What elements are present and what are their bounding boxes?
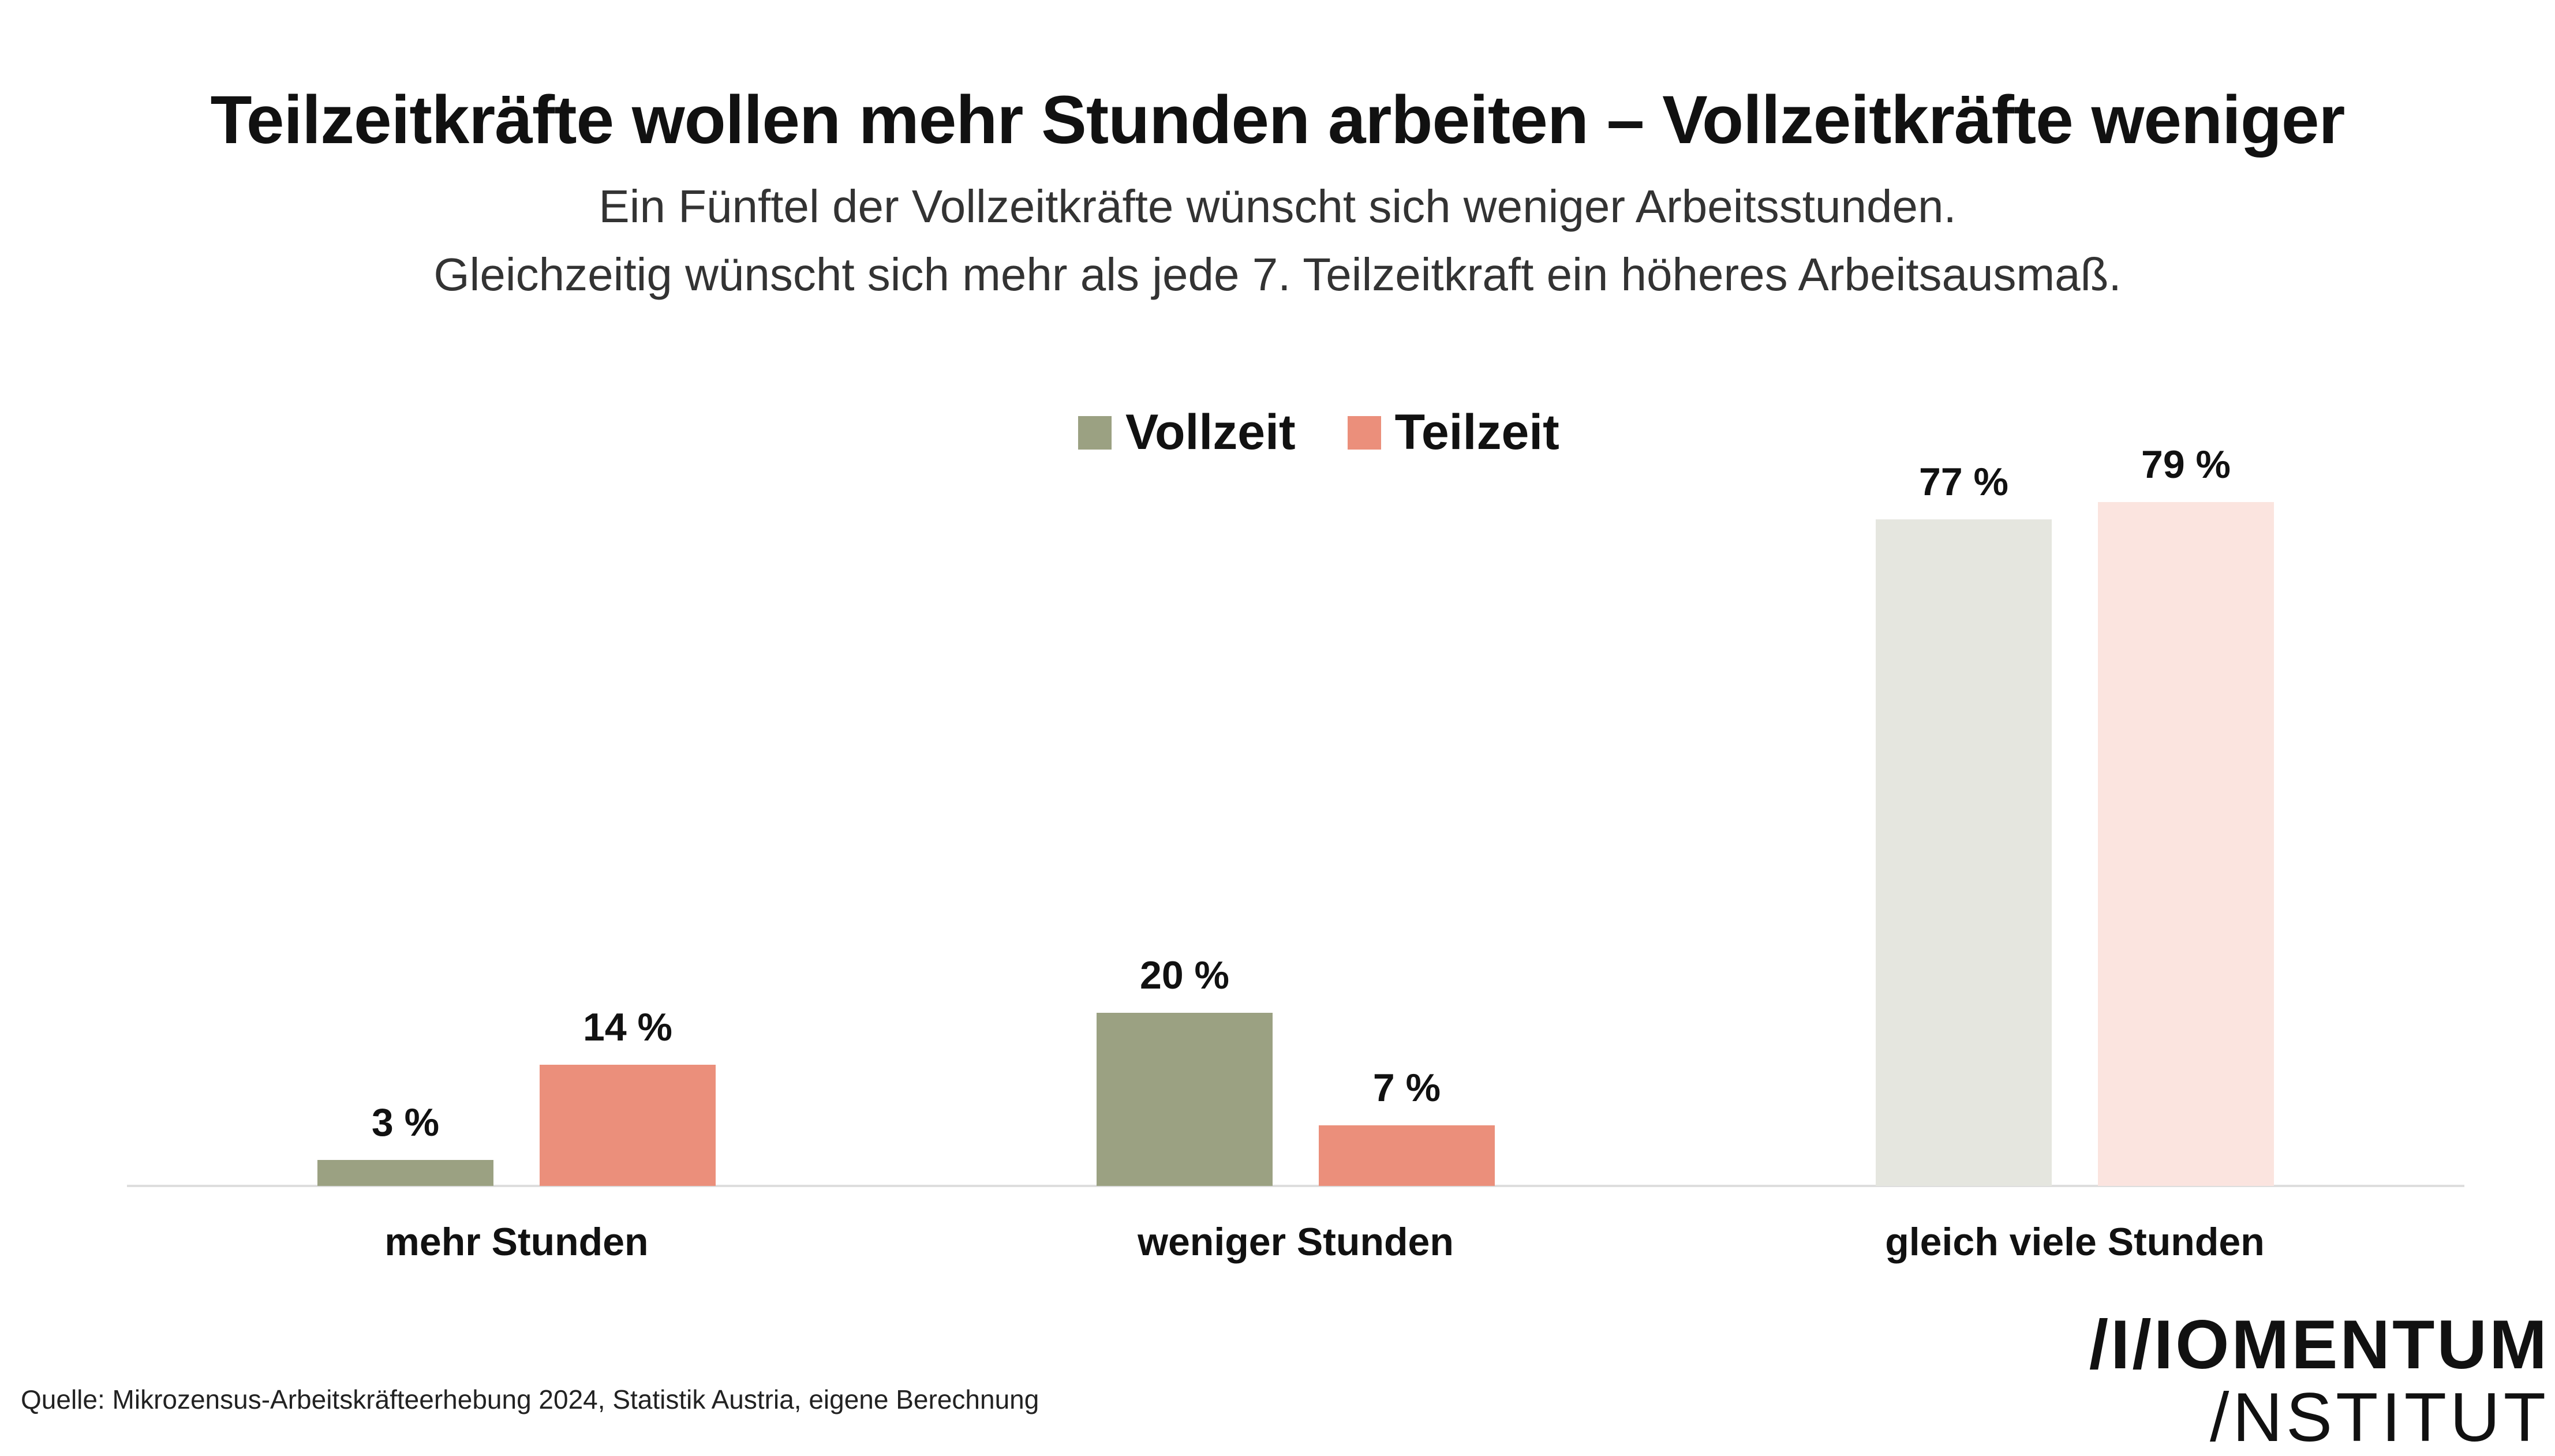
legend-label-vollzeit: Vollzeit — [1125, 405, 1296, 460]
bar-teilzeit-2 — [1319, 1125, 1495, 1186]
momentum-institut-logo: /I/IOMENTUM /NSTITUT — [2089, 1310, 2549, 1452]
data-label-vollzeit-3: 77 % — [1919, 460, 2008, 504]
chart-legend: Vollzeit Teilzeit — [1078, 404, 1611, 461]
chart-title: Teilzeitkräfte wollen mehr Stunden arbei… — [210, 82, 2345, 158]
logo-line-1: /I/IOMENTUM — [2089, 1306, 2549, 1383]
legend-swatch-teilzeit — [1347, 416, 1381, 450]
legend-label-teilzeit: Teilzeit — [1394, 405, 1559, 460]
legend-item-vollzeit: Vollzeit — [1078, 404, 1296, 461]
bar-teilzeit-3 — [2098, 502, 2274, 1186]
data-label-teilzeit-3: 79 % — [2141, 443, 2231, 486]
bar-vollzeit-1 — [317, 1160, 493, 1186]
category-label-1: mehr Stunden — [384, 1220, 648, 1264]
chart-subtitle-line-2: Gleichzeitig wünscht sich mehr als jede … — [433, 249, 2122, 300]
legend-item-teilzeit: Teilzeit — [1347, 404, 1559, 461]
data-label-vollzeit-1: 3 % — [372, 1101, 439, 1144]
data-label-teilzeit-2: 7 % — [1373, 1066, 1441, 1110]
category-label-2: weniger Stunden — [1137, 1220, 1454, 1264]
logo-line-2: /NSTITUT — [2210, 1379, 2549, 1456]
chart-subtitle-line-1: Ein Fünftel der Vollzeitkräfte wünscht s… — [598, 181, 1957, 232]
category-label-3: gleich viele Stunden — [1885, 1220, 2265, 1264]
bar-vollzeit-3 — [1876, 519, 2052, 1186]
legend-swatch-vollzeit — [1078, 416, 1112, 450]
data-label-teilzeit-1: 14 % — [583, 1005, 672, 1049]
bar-teilzeit-1 — [540, 1065, 716, 1186]
data-label-vollzeit-2: 20 % — [1140, 953, 1229, 997]
bar-vollzeit-2 — [1097, 1013, 1273, 1186]
source-note: Quelle: Mikrozensus-Arbeitskräfteerhebun… — [21, 1384, 1039, 1414]
